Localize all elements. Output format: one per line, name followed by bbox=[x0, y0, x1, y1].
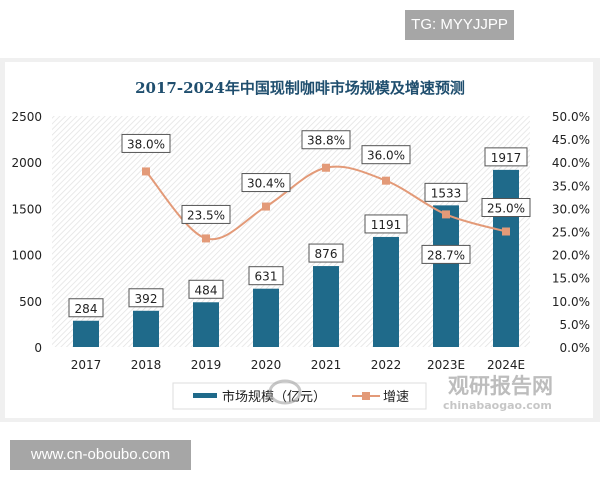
bar-label-box bbox=[248, 266, 284, 286]
growth-label: 23.5% bbox=[187, 208, 225, 222]
bar bbox=[73, 320, 99, 347]
x-tick: 2023E bbox=[427, 358, 465, 372]
bar bbox=[493, 169, 519, 347]
growth-marker bbox=[322, 163, 330, 172]
bar-label: 631 bbox=[255, 270, 278, 284]
y-right-tick: 30.0% bbox=[552, 202, 590, 216]
growth-label-box bbox=[301, 130, 351, 150]
bar-label-box bbox=[308, 243, 344, 263]
chart-title: 2017-2024年中国现制咖啡市场规模及增速预测 bbox=[135, 79, 465, 97]
bar-label: 392 bbox=[135, 292, 158, 306]
bar bbox=[433, 205, 459, 347]
growth-label: 36.0% bbox=[367, 149, 405, 163]
bar-label-box bbox=[128, 288, 164, 308]
site-overlay: www.cn-oboubo.com bbox=[10, 440, 191, 470]
legend-line-label: 增速 bbox=[383, 390, 409, 405]
y-right-tick: 0.0% bbox=[560, 341, 591, 355]
bar-label: 284 bbox=[75, 302, 98, 316]
y-right-tick: 45.0% bbox=[552, 133, 590, 147]
bar bbox=[193, 302, 219, 347]
growth-marker bbox=[502, 227, 510, 236]
growth-marker bbox=[382, 176, 390, 185]
y-right-tick: 35.0% bbox=[552, 179, 590, 193]
growth-label: 38.8% bbox=[307, 134, 345, 148]
bar bbox=[253, 288, 279, 347]
y-left-tick: 1500 bbox=[11, 202, 42, 216]
growth-label: 30.4% bbox=[247, 177, 285, 191]
legend-bar-label: 市场规模（亿元） bbox=[222, 389, 326, 405]
watermark-en: chinabaogao.com bbox=[443, 399, 552, 412]
bar bbox=[373, 236, 399, 347]
y-left-tick: 500 bbox=[19, 295, 42, 309]
legend-bar-swatch bbox=[193, 393, 217, 398]
bar-label: 1533 bbox=[431, 186, 462, 200]
watermark-cn: 观研报告网 bbox=[448, 374, 553, 398]
bar-label: 876 bbox=[315, 247, 338, 261]
growth-label: 28.7% bbox=[427, 248, 465, 262]
y-left-tick: 1000 bbox=[11, 249, 42, 263]
x-tick: 2021 bbox=[311, 358, 342, 372]
x-tick: 2019 bbox=[191, 358, 222, 372]
y-right-tick: 5.0% bbox=[560, 318, 591, 332]
bar bbox=[133, 310, 159, 347]
x-tick: 2020 bbox=[251, 358, 282, 372]
growth-label: 38.0% bbox=[127, 137, 165, 151]
bar-label-box bbox=[364, 214, 408, 234]
growth-marker bbox=[142, 167, 150, 176]
bar-label-box bbox=[484, 147, 528, 167]
tg-overlay: TG: MYYJJPP bbox=[405, 10, 514, 40]
bar-label: 1191 bbox=[371, 218, 402, 232]
bar-label: 484 bbox=[195, 283, 218, 297]
y-right-tick: 25.0% bbox=[552, 226, 590, 240]
y-left-tick: 2000 bbox=[11, 156, 42, 170]
y-right-tick: 10.0% bbox=[552, 295, 590, 309]
growth-label-box bbox=[241, 173, 291, 193]
y-right-tick: 50.0% bbox=[552, 110, 590, 124]
legend-line-marker bbox=[362, 392, 370, 400]
x-tick: 2024E bbox=[487, 358, 525, 372]
growth-label: 25.0% bbox=[487, 202, 525, 216]
bar-label-box bbox=[424, 182, 468, 202]
growth-marker bbox=[442, 210, 450, 219]
bar bbox=[313, 266, 339, 347]
y-right-tick: 15.0% bbox=[552, 272, 590, 286]
growth-label-box bbox=[121, 133, 171, 153]
growth-marker bbox=[262, 202, 270, 211]
growth-label-box bbox=[181, 204, 231, 224]
y-right-tick: 20.0% bbox=[552, 249, 590, 263]
x-tick: 2018 bbox=[131, 358, 162, 372]
growth-label-box bbox=[361, 145, 411, 165]
watermark: 观研报告网 chinabaogao.com bbox=[268, 374, 553, 412]
y-left-tick: 2500 bbox=[11, 110, 42, 124]
growth-label-box bbox=[421, 244, 471, 264]
x-tick: 2017 bbox=[71, 358, 102, 372]
bar-label-box bbox=[68, 298, 104, 318]
bar-label: 1917 bbox=[491, 151, 522, 165]
x-tick: 2022 bbox=[371, 358, 402, 372]
bar-label-box bbox=[188, 279, 224, 299]
y-right-tick: 40.0% bbox=[552, 156, 590, 170]
y-left-tick: 0 bbox=[34, 341, 42, 355]
growth-marker bbox=[202, 234, 210, 243]
growth-label-box bbox=[481, 198, 531, 217]
